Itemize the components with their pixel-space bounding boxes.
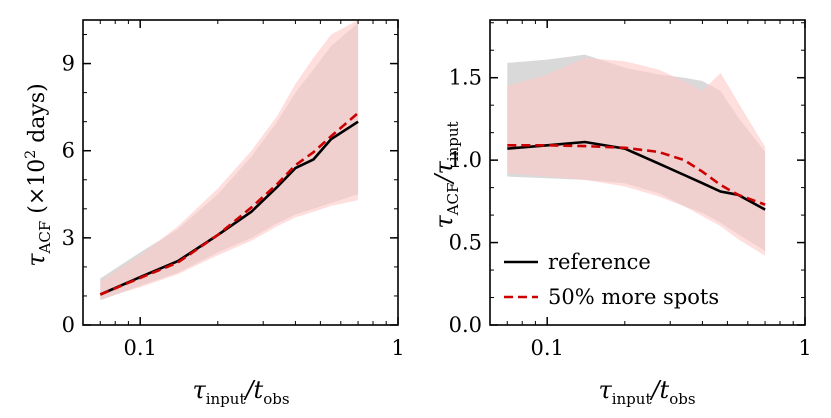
series-line-more-spots	[99, 112, 359, 296]
band-more-spots	[507, 57, 766, 256]
x-tick-label: 0.1	[123, 336, 156, 360]
right-panel: 0.0 0.5 1.0 1.5 0.1 1 reference 50% more spots	[449, 19, 812, 360]
left-y-axis-label: τACF (×102 days)	[22, 83, 54, 266]
plot-area	[507, 54, 766, 256]
legend: reference 50% more spots	[504, 250, 719, 309]
y-tick-label: 6	[62, 139, 75, 163]
x-tick-label: 1	[798, 336, 811, 360]
left-panel: 0 3 6 9 0.1 1	[62, 19, 405, 360]
y-tick-label: 0	[62, 313, 75, 337]
legend-label-more-spots: 50% more spots	[548, 285, 719, 309]
y-tick-label: 1.0	[449, 148, 482, 172]
y-tick-label: 1.5	[449, 66, 482, 90]
series-line-reference	[507, 140, 766, 211]
y-tick-label: 3	[62, 226, 75, 250]
y-tick-label: 0.5	[449, 231, 482, 255]
plot-area	[99, 20, 359, 301]
axes-frame	[489, 19, 806, 326]
right-y-axis-label: τACF/τinput	[430, 121, 462, 228]
band-more-spots	[100, 20, 359, 299]
series-line-more-spots	[507, 144, 766, 206]
x-tick-label: 1	[391, 336, 404, 360]
y-tick-label: 9	[62, 52, 75, 76]
axes-frame	[82, 19, 399, 326]
legend-label-reference: reference	[548, 250, 651, 274]
left-x-axis-label: τinput/tobs	[192, 376, 289, 408]
y-tick-label: 0.0	[449, 313, 482, 337]
x-tick-label: 0.1	[530, 336, 563, 360]
right-x-axis-label: τinput/tobs	[598, 376, 695, 408]
